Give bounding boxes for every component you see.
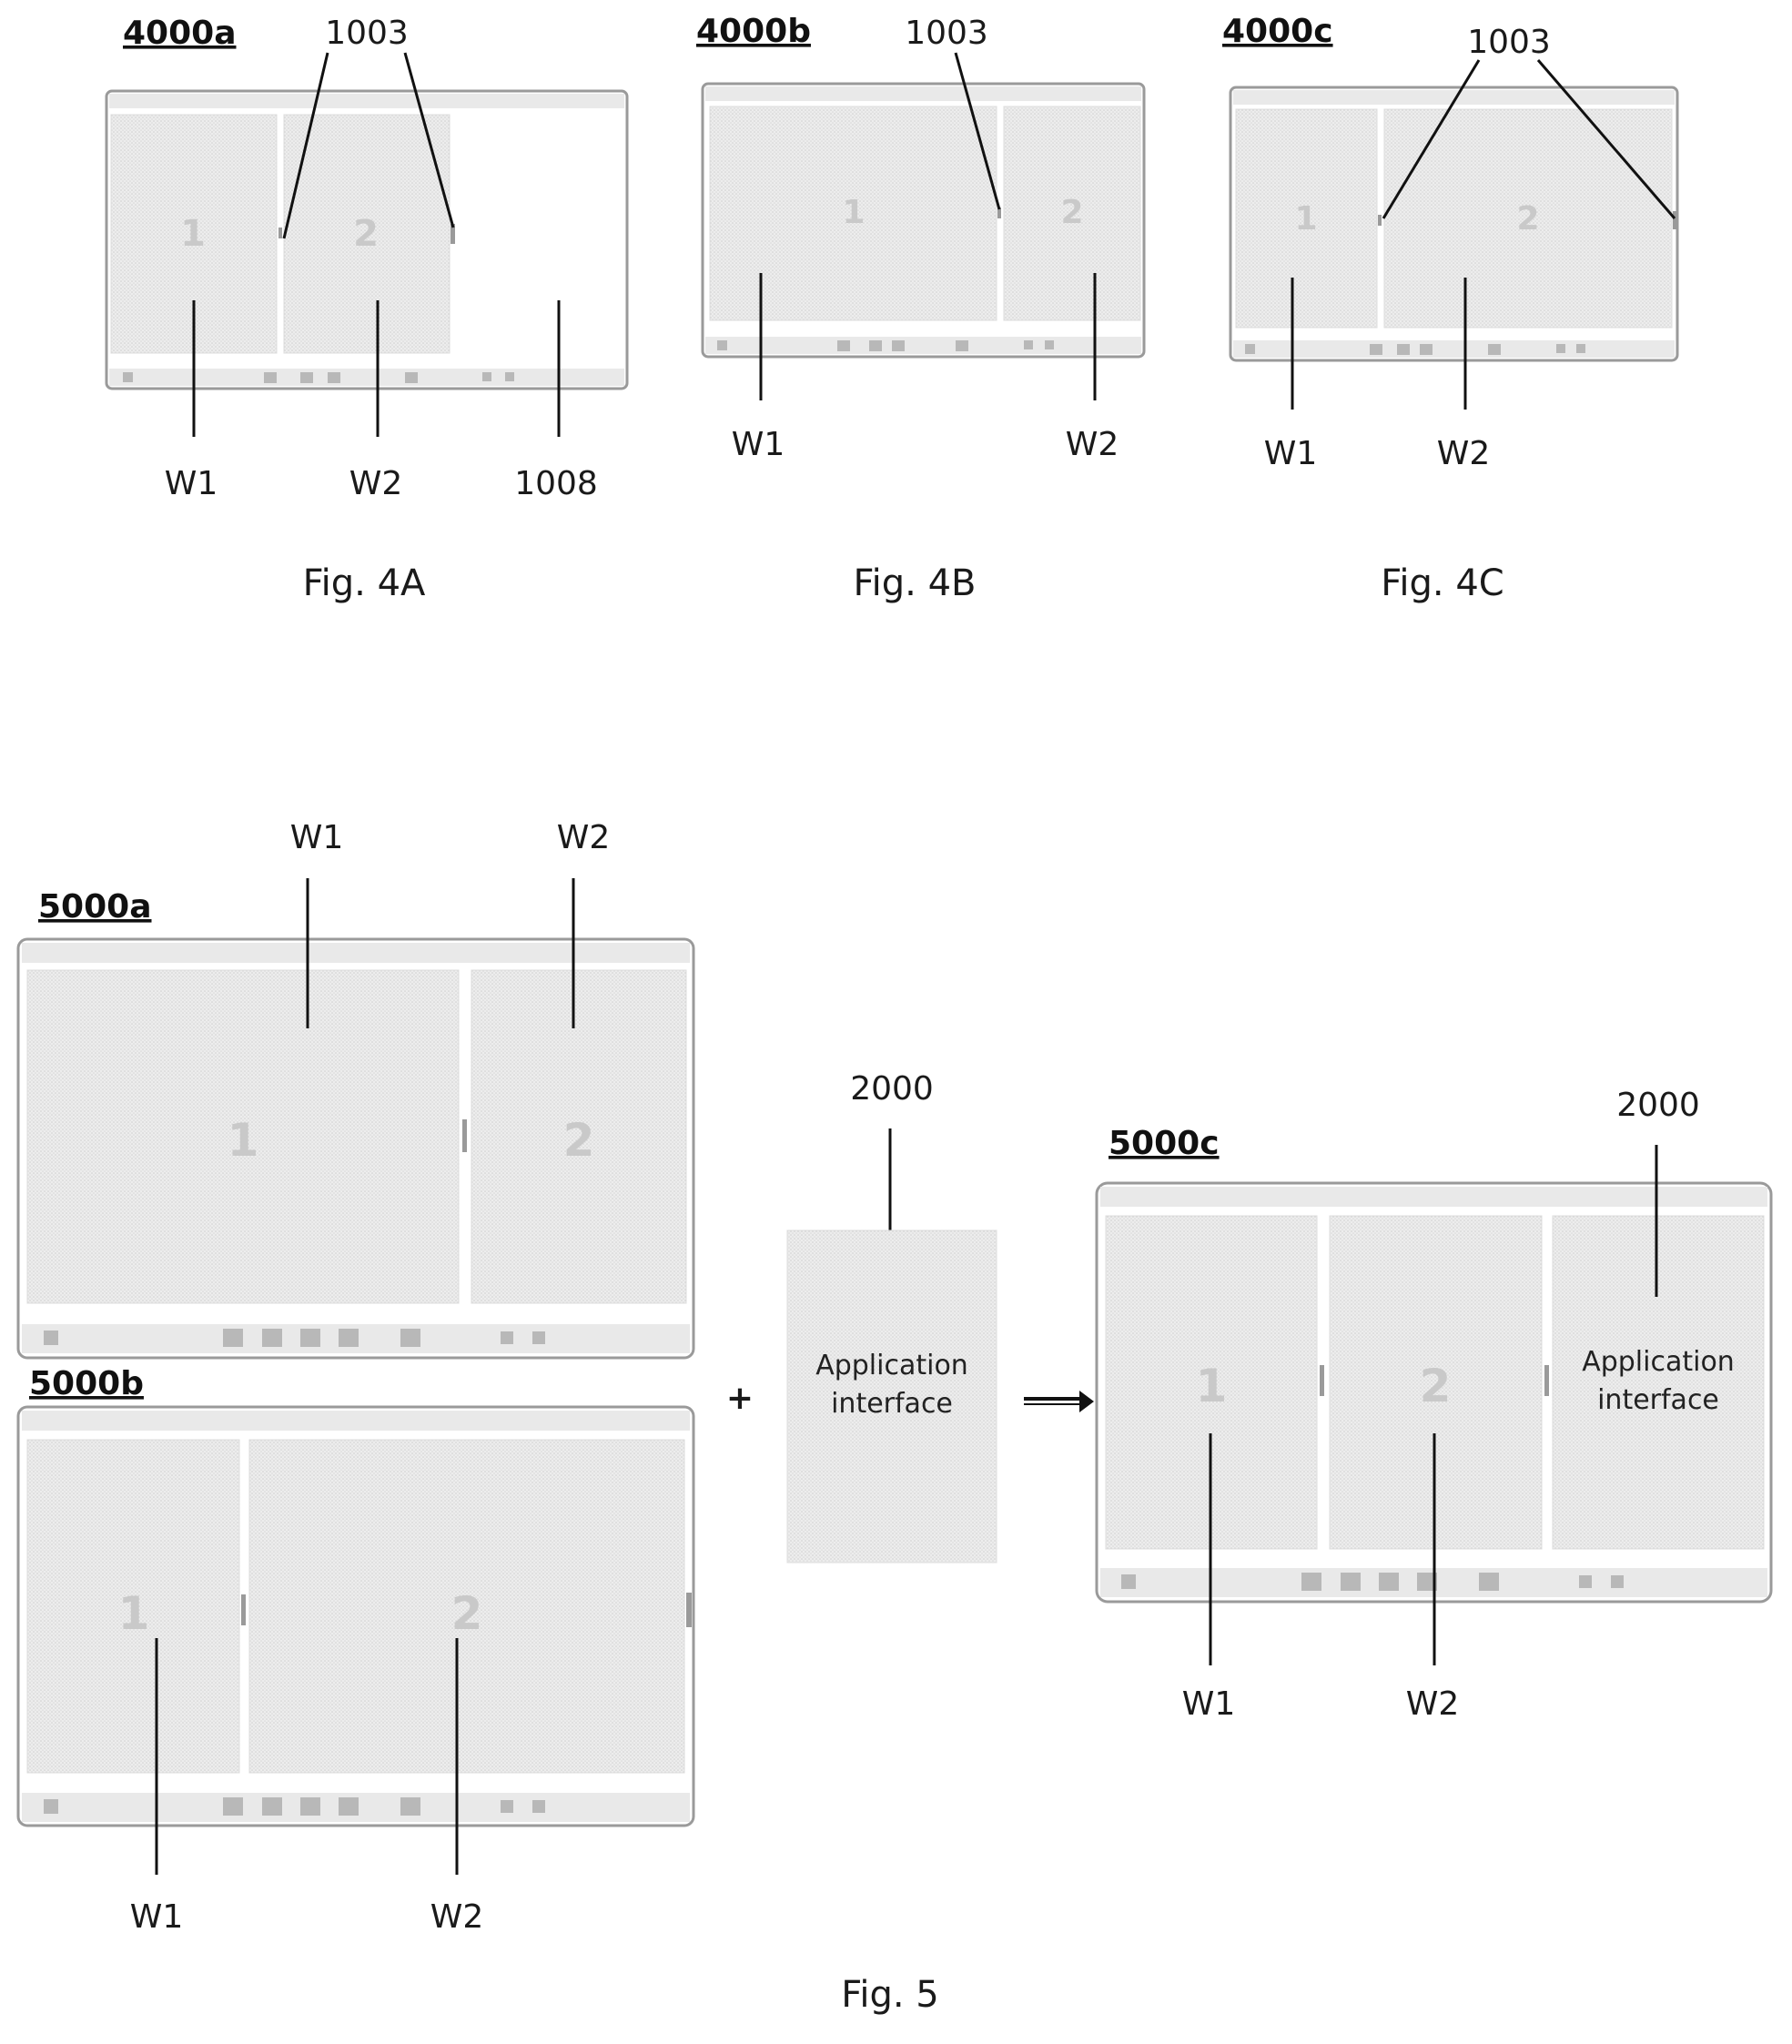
app-interface-line2: interface bbox=[1597, 1384, 1719, 1416]
ref-w1: W1 bbox=[130, 1898, 184, 1936]
window-number-1: 1 bbox=[842, 194, 865, 231]
divider-handle bbox=[997, 207, 1001, 218]
leader-line bbox=[282, 52, 329, 239]
label-4000c: 4000c bbox=[1222, 13, 1333, 50]
label-5000c: 5000c bbox=[1109, 1125, 1220, 1162]
window-number-2: 2 bbox=[1516, 200, 1539, 238]
window-w2 bbox=[248, 1439, 685, 1774]
taskbar-icons bbox=[123, 372, 514, 383]
window-number-2: 2 bbox=[353, 213, 379, 255]
label-4000a: 4000a bbox=[123, 15, 237, 52]
application-interface-window bbox=[1552, 1215, 1765, 1550]
label-4000b: 4000b bbox=[696, 13, 811, 50]
arrow-icon bbox=[1024, 1391, 1094, 1412]
ref-w2: W2 bbox=[1406, 1685, 1460, 1723]
taskbar-icons bbox=[1245, 344, 1585, 355]
ref-w2: W2 bbox=[430, 1898, 484, 1936]
divider-handle bbox=[1544, 1365, 1549, 1396]
taskbar bbox=[109, 369, 624, 386]
window-number-2: 2 bbox=[563, 1114, 595, 1167]
window-w2 bbox=[471, 969, 687, 1304]
ref-w2: W2 bbox=[557, 819, 611, 856]
window-number-1: 1 bbox=[118, 1587, 150, 1640]
ref-w1: W1 bbox=[290, 819, 344, 856]
window-w1 bbox=[26, 969, 460, 1304]
taskbar-icons bbox=[1121, 1573, 1624, 1591]
ref-1008: 1008 bbox=[514, 465, 598, 502]
ref-w1: W1 bbox=[1182, 1685, 1236, 1723]
window-number-2: 2 bbox=[1420, 1360, 1452, 1412]
ref-1003: 1003 bbox=[905, 15, 988, 52]
application-interface-2000: 2000 Application interface bbox=[786, 1070, 997, 1563]
window-w1 bbox=[709, 106, 997, 321]
status-bar bbox=[109, 94, 624, 108]
caption-fig-4c: Fig. 4C bbox=[1381, 562, 1503, 604]
leader-line bbox=[954, 52, 1001, 210]
label-5000b: 5000b bbox=[29, 1365, 144, 1402]
leader-line bbox=[1382, 59, 1481, 219]
ref-w1: W1 bbox=[732, 426, 785, 463]
app-interface-line1: Application bbox=[1582, 1346, 1735, 1378]
status-bar bbox=[22, 1411, 690, 1431]
divider-handle bbox=[462, 1119, 467, 1152]
plus-operator: + bbox=[726, 1380, 754, 1417]
taskbar-icons bbox=[44, 1329, 545, 1347]
status-bar bbox=[1233, 90, 1675, 105]
window-w2 bbox=[283, 114, 451, 354]
ref-1003: 1003 bbox=[325, 15, 409, 52]
window-number-1: 1 bbox=[180, 213, 206, 255]
ref-1003: 1003 bbox=[1467, 24, 1551, 61]
window-w2 bbox=[1003, 106, 1141, 321]
ref-2000: 2000 bbox=[1616, 1087, 1700, 1124]
application-interface-panel bbox=[786, 1229, 997, 1563]
label-5000a: 5000a bbox=[38, 888, 152, 926]
figure-4b: 4000b 1 2 1003 W1 W2 Fig. 4B bbox=[696, 13, 1146, 604]
status-bar bbox=[705, 86, 1141, 101]
divider-handle bbox=[1320, 1365, 1324, 1396]
figure-5000c: 5000c 1 2 Application interface 2000 W1 … bbox=[1095, 1087, 1773, 1723]
divider-handle bbox=[686, 1593, 692, 1627]
status-bar bbox=[1100, 1187, 1767, 1207]
ref-w2: W2 bbox=[349, 465, 403, 502]
figure-5000b: 5000b 1 2 W1 W2 bbox=[16, 1365, 695, 1936]
window-number-1: 1 bbox=[1196, 1360, 1228, 1412]
figure-4a: 4000a 1 2 1003 W1 W2 1008 Fig. 4A bbox=[105, 15, 629, 604]
caption-fig-4b: Fig. 4B bbox=[854, 562, 977, 604]
caption-fig-5: Fig. 5 bbox=[841, 1974, 938, 2016]
ref-w2: W2 bbox=[1437, 435, 1491, 472]
figure-5000a: 5000a 1 2 W1 W2 bbox=[16, 819, 695, 1360]
ref-2000: 2000 bbox=[850, 1070, 934, 1108]
taskbar bbox=[705, 337, 1141, 354]
window-w1 bbox=[1235, 108, 1378, 329]
caption-fig-4a: Fig. 4A bbox=[303, 562, 426, 604]
app-interface-line2: interface bbox=[831, 1388, 953, 1420]
figure-4c: 4000c 1 2 1003 W1 W2 Fig. 4C bbox=[1222, 13, 1679, 604]
window-number-2: 2 bbox=[1060, 194, 1083, 231]
divider-handle bbox=[241, 1594, 246, 1625]
leader-line bbox=[403, 52, 455, 228]
app-interface-line1: Application bbox=[815, 1350, 968, 1381]
ref-w1: W1 bbox=[165, 465, 218, 502]
taskbar-icons bbox=[44, 1797, 545, 1816]
window-w1 bbox=[26, 1439, 240, 1774]
taskbar bbox=[1233, 340, 1675, 358]
taskbar-icons bbox=[717, 340, 1054, 351]
window-number-2: 2 bbox=[451, 1587, 483, 1640]
window-w2 bbox=[1383, 108, 1673, 329]
window-number-1: 1 bbox=[1294, 200, 1317, 238]
divider-handle bbox=[1673, 211, 1677, 229]
status-bar bbox=[22, 943, 690, 963]
window-number-1: 1 bbox=[228, 1114, 259, 1167]
ref-w1: W1 bbox=[1264, 435, 1318, 472]
leader-line bbox=[1536, 59, 1676, 219]
divider-handle bbox=[1378, 215, 1382, 226]
divider-handle bbox=[451, 224, 455, 244]
ref-w2: W2 bbox=[1066, 426, 1119, 463]
divider-handle bbox=[278, 228, 282, 238]
